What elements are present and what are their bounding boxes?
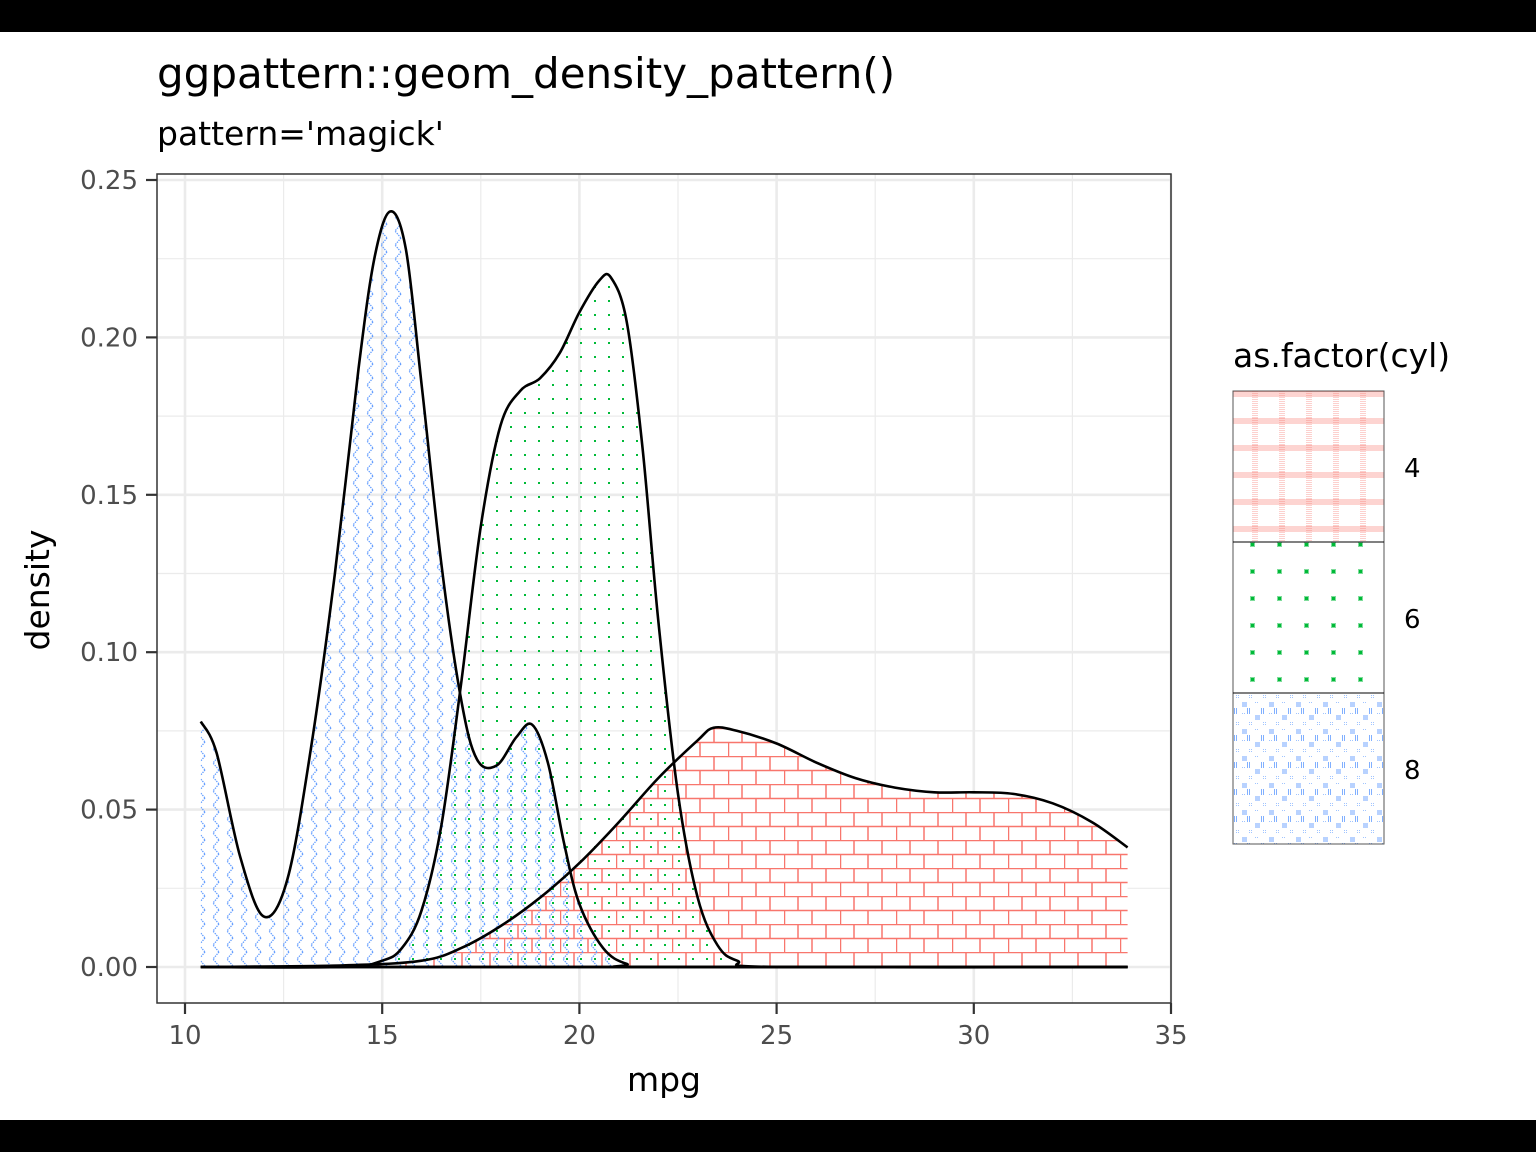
y-axis: 0.00 0.05 0.10 0.15 0.20 0.25 [80,166,157,983]
x-axis-title: mpg [627,1060,701,1099]
x-tick-label: 25 [760,1021,793,1051]
legend-label-4: 4 [1404,454,1421,484]
chart-title: ggpattern::geom_density_pattern() [157,49,895,98]
x-tick-label: 30 [957,1021,990,1051]
density-area-cyl-8 [200,211,1128,968]
panel-border [156,173,1172,1004]
legend-item-4: 4 [1233,391,1421,542]
y-tick-label: 0.25 [80,166,138,196]
y-tick-label: 0.00 [80,953,138,983]
legend-key-checkerboard-icon [1233,693,1384,844]
density-area-cyl-6 [200,274,1128,968]
x-tick-label: 10 [168,1021,201,1051]
y-tick-label: 0.05 [80,796,138,826]
y-tick-label: 0.20 [80,323,138,353]
legend-item-6: 6 [1233,542,1421,693]
density-curve-cyl-4 [200,725,1129,969]
plot-panel [156,173,1173,1004]
y-axis-title: density [18,530,57,651]
density-curve-cyl-8 [199,210,1128,969]
legend-label-8: 8 [1404,756,1421,786]
chart-subtitle: pattern='magick' [157,114,444,153]
density-curves [199,210,1129,969]
y-tick-label: 0.15 [80,481,138,511]
y-tick-label: 0.10 [80,638,138,668]
legend-item-8: 8 [1233,693,1421,844]
legend-key-dots-icon [1233,542,1384,693]
density-curve-cyl-6 [200,272,1128,969]
x-tick-label: 15 [366,1021,399,1051]
legend-label-6: 6 [1404,605,1421,635]
legend-title: as.factor(cyl) [1233,336,1450,375]
x-tick-label: 20 [563,1021,596,1051]
top-letterbox-bar [0,0,1536,32]
x-tick-label: 35 [1154,1021,1187,1051]
bottom-letterbox-bar [0,1120,1536,1152]
legend-key-plaid-icon [1233,391,1384,542]
x-axis: 10 15 20 25 30 35 [168,1003,1188,1051]
legend: as.factor(cyl) 4 6 8 [1232,336,1450,845]
density-areas [200,211,1128,968]
